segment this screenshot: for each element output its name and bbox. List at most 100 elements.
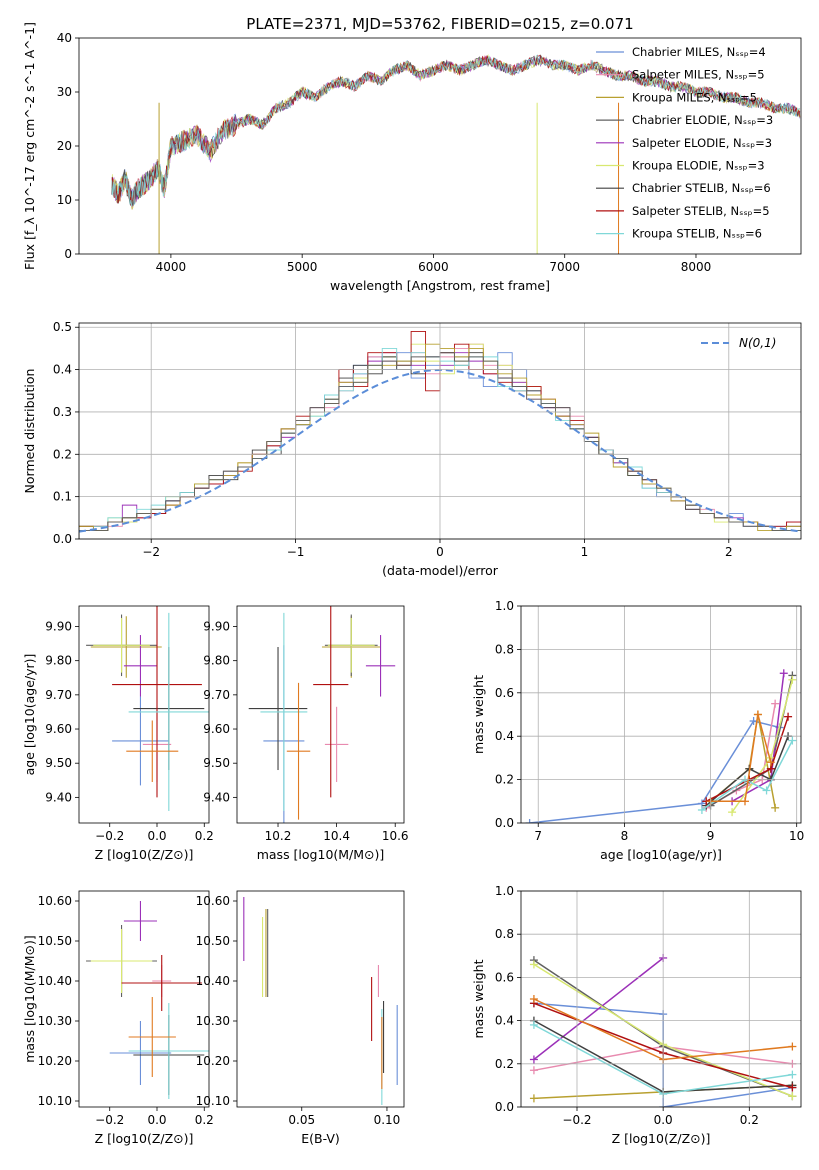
x-tick-label: 10.2 [265, 829, 292, 843]
x-tick-label: 0 [436, 545, 444, 559]
y-tick-label: 1.0 [495, 599, 514, 613]
y-axis-label: mass weight [471, 675, 486, 754]
x-tick-label: 9 [707, 829, 715, 843]
y-tick-label: 9.90 [45, 620, 72, 634]
y-tick-label: 0.8 [495, 642, 514, 656]
panel-weight_vs_Z: −0.2 0.0 0.2 0.0 0.2 0.4 0.6 0.8 1.0 Z [log10(Z/Z… [471, 884, 802, 1146]
y-tick-label: 9.70 [203, 688, 230, 702]
y-tick-label: 9.50 [45, 756, 72, 770]
y-tick-label: 0.4 [495, 729, 514, 743]
y-tick-label: 10.60 [38, 894, 72, 908]
axes-frame [236, 605, 405, 824]
weight-series-line [533, 957, 664, 1061]
x-axis-label: E(B-V) [301, 1131, 340, 1146]
y-tick-label: 9.70 [45, 688, 72, 702]
panel-residuals: −2 −1 0 1 2 0.0 0.1 0.2 0.3 0.4 0.5 (data-model)/er… [22, 320, 802, 578]
y-tick-label: 0.5 [53, 320, 72, 334]
axes-frame [78, 890, 210, 1108]
x-tick-label: −0.2 [562, 1113, 591, 1127]
y-tick-label: 0.3 [53, 405, 72, 419]
y-tick-label: 20 [57, 139, 72, 153]
y-tick-label: 0 [64, 247, 72, 261]
y-tick-label: 0.6 [495, 970, 514, 984]
x-tick-label: 10 [789, 829, 804, 843]
x-tick-label: 2 [725, 545, 733, 559]
x-tick-label: 1 [581, 545, 589, 559]
x-tick-label: 0.10 [374, 1113, 401, 1127]
plot-area [86, 901, 209, 1099]
x-tick-label: 0.0 [147, 829, 166, 843]
y-tick-label: 10.50 [196, 934, 230, 948]
plot-area [86, 606, 209, 812]
x-axis-label: Z [log10(Z/Z⊙)] [95, 1131, 194, 1146]
y-tick-label: 9.40 [45, 790, 72, 804]
x-tick-label: 0.2 [740, 1113, 759, 1127]
legend-label: Salpeter STELIB, Nₛₛₚ=5 [632, 204, 770, 218]
x-tick-label: 0.05 [288, 1113, 315, 1127]
y-tick-label: 10.20 [196, 1054, 230, 1068]
legend-label: Salpeter MILES, Nₛₛₚ=5 [632, 68, 765, 82]
x-tick-label: −0.2 [95, 1113, 124, 1127]
y-axis-label: mass weight [471, 959, 486, 1038]
y-tick-label: 0.0 [495, 1100, 514, 1114]
x-axis-label: mass [log10(M/M⊙)] [257, 847, 385, 862]
y-tick-label: 40 [57, 31, 72, 45]
x-axis-label: wavelength [Angstrom, rest frame] [330, 278, 550, 293]
y-tick-label: 1.0 [495, 884, 514, 898]
axes-frame [78, 37, 802, 255]
y-tick-label: 10.10 [38, 1094, 72, 1108]
spectrum-series-line [111, 54, 801, 207]
y-tick-label: 10.10 [196, 1094, 230, 1108]
y-tick-label: 9.80 [203, 654, 230, 668]
panel-weight_vs_age: 7 8 9 10 0.0 0.2 0.4 0.6 0.8 1.0 age [log10(age/yr… [471, 599, 804, 862]
y-tick-label: 0.8 [495, 927, 514, 941]
x-tick-label: 6000 [418, 260, 449, 274]
plot-area [243, 897, 398, 1105]
legend-label: Kroupa ELODIE, Nₛₛₚ=3 [632, 159, 765, 173]
y-axis-label: mass [log10(M/M⊙)] [22, 935, 37, 1063]
figure-title: PLATE=2371, MJD=53762, FIBERID=0215, z=0… [246, 15, 633, 33]
y-tick-label: 0.0 [53, 532, 72, 546]
legend-label: Kroupa STELIB, Nₛₛₚ=6 [632, 227, 762, 241]
weight-series-line [705, 716, 789, 802]
y-tick-label: 0.4 [495, 1014, 514, 1028]
x-tick-label: 8 [621, 829, 629, 843]
axes-frame [78, 322, 802, 540]
x-tick-label: 0.0 [654, 1113, 673, 1127]
x-tick-label: −2 [142, 545, 160, 559]
y-tick-label: 9.40 [203, 790, 230, 804]
y-tick-label: 10.40 [38, 974, 72, 988]
axes-frame [78, 605, 210, 824]
x-tick-label: 0.2 [195, 1113, 214, 1127]
y-axis-label: Normed distribution [22, 369, 37, 494]
x-tick-label: 7000 [549, 260, 580, 274]
x-axis-label: Z [log10(Z/Z⊙)] [612, 1131, 711, 1146]
x-tick-label: 10.6 [382, 829, 409, 843]
legend-label: N(0,1) [739, 336, 776, 350]
y-tick-label: 9.60 [203, 722, 230, 736]
panel-spectrum: 4000 5000 6000 7000 8000 0 10 20 30 40 wavelength … [22, 22, 802, 293]
legend-label: Salpeter ELODIE, Nₛₛₚ=3 [632, 136, 772, 150]
y-tick-label: 10.20 [38, 1054, 72, 1068]
axes-frame [236, 890, 405, 1108]
x-tick-label: 0.2 [195, 829, 214, 843]
y-tick-label: 0.1 [53, 490, 72, 504]
y-tick-label: 9.80 [45, 654, 72, 668]
plot-area [111, 53, 801, 254]
x-tick-label: −1 [287, 545, 305, 559]
axes-frame [520, 890, 802, 1108]
y-tick-label: 9.50 [203, 756, 230, 770]
y-tick-label: 10.30 [196, 1014, 230, 1028]
x-tick-label: 8000 [681, 260, 712, 274]
panel-age_vs_Z: −0.2 0.0 0.2 9.40 9.50 9.60 9.70 9.80 9.90 Z [log… [22, 605, 214, 862]
x-tick-label: 7 [534, 829, 542, 843]
y-tick-label: 9.90 [203, 620, 230, 634]
y-tick-label: 0.2 [53, 447, 72, 461]
legend-label: Chabrier STELIB, Nₛₛₚ=6 [632, 181, 771, 195]
y-tick-label: 30 [57, 85, 72, 99]
panel-age_vs_mass: 10.2 10.4 10.6 9.40 9.50 9.60 9.70 9.80 9.90 mass… [203, 605, 409, 862]
x-axis-label: age [log10(age/yr)] [600, 847, 722, 862]
panel-mass_vs_Z: −0.2 0.0 0.2 10.10 10.20 10.30 10.40 10.50 10.60… [22, 890, 214, 1146]
x-tick-label: −0.2 [95, 829, 124, 843]
